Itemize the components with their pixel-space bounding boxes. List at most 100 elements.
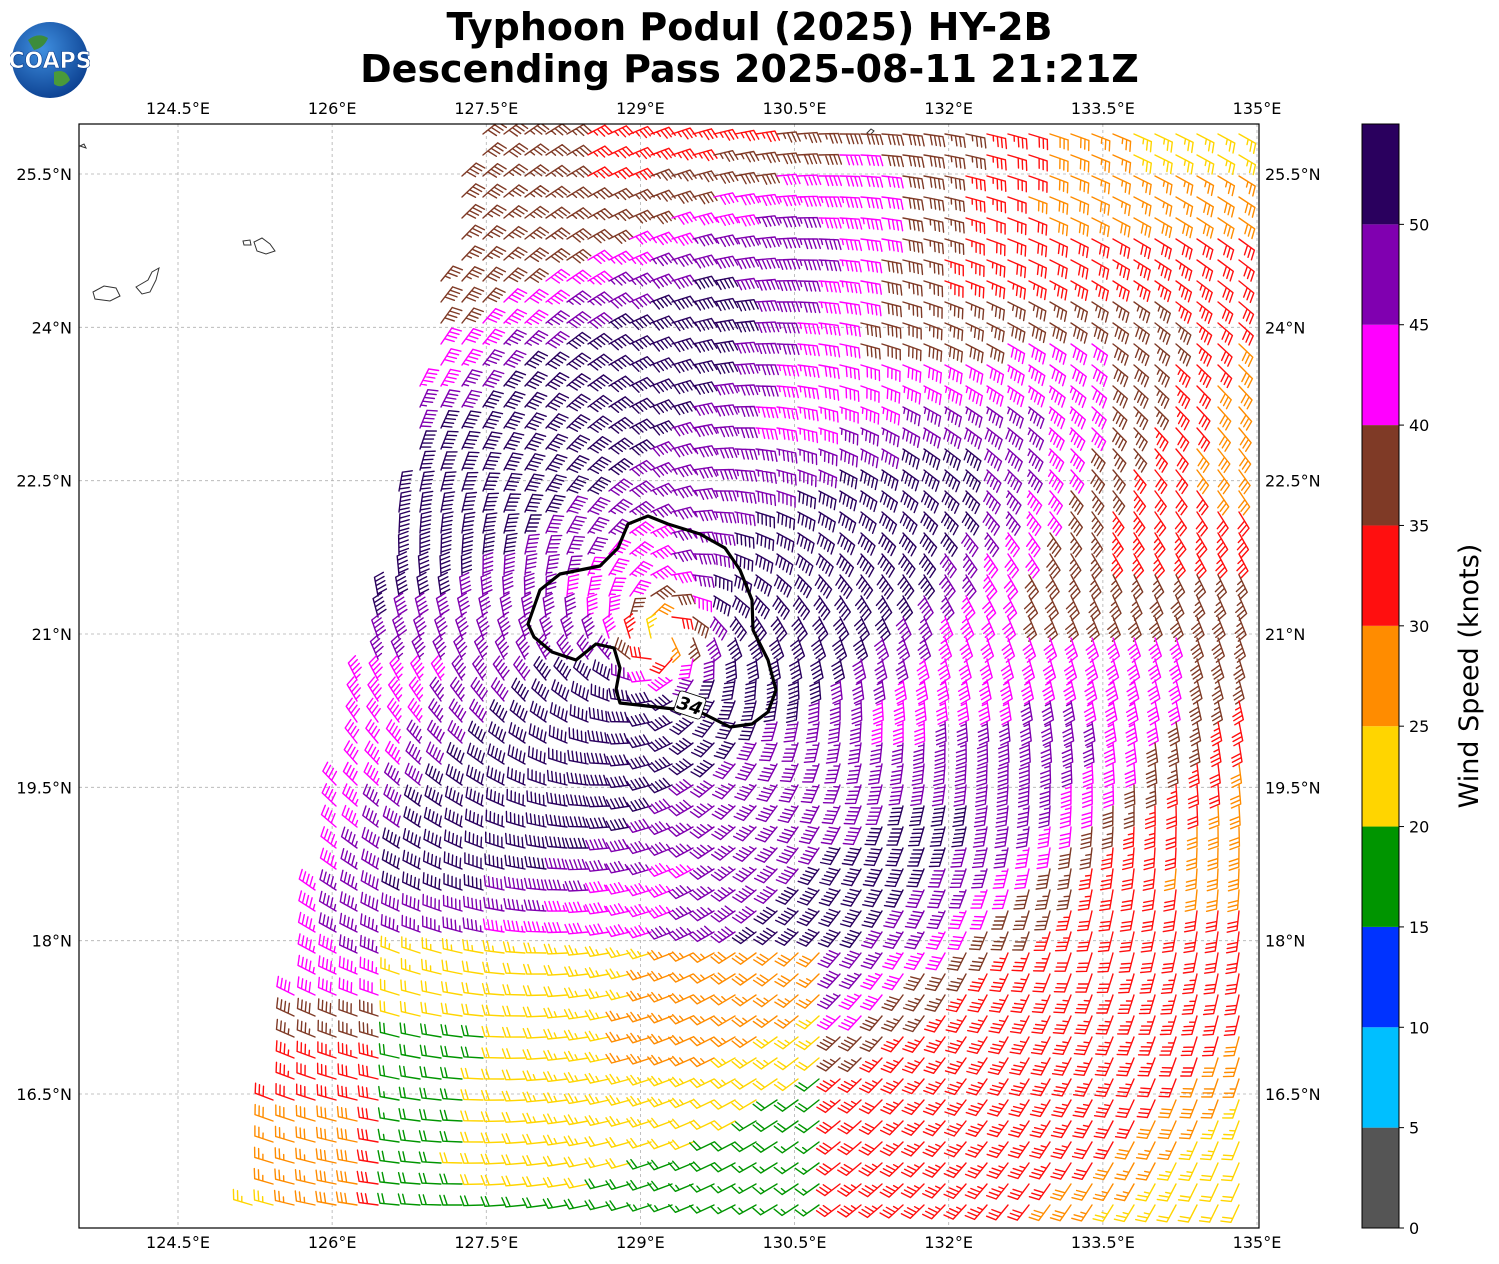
wind-barb xyxy=(874,658,888,684)
wind-barb xyxy=(505,810,526,828)
wind-barb xyxy=(984,427,1003,450)
wind-barb xyxy=(528,723,547,744)
wind-barb xyxy=(566,414,591,432)
wind-barb xyxy=(1158,1099,1177,1119)
wind-barb xyxy=(1111,532,1124,558)
wind-barb xyxy=(893,700,906,725)
wind-barb xyxy=(977,721,990,746)
wind-barb xyxy=(725,658,738,683)
wind-barb xyxy=(1063,679,1077,705)
wind-barb xyxy=(647,1159,673,1171)
wind-barb xyxy=(1179,1099,1198,1119)
wind-barb xyxy=(419,1044,442,1059)
wind-barb xyxy=(1142,868,1156,891)
wind-barb xyxy=(503,225,528,240)
wind-barb xyxy=(567,749,589,765)
wind-barb xyxy=(398,1150,421,1164)
wind-barb xyxy=(990,931,1009,951)
wind-barb xyxy=(566,124,592,137)
wind-barb xyxy=(524,834,547,849)
wind-barb xyxy=(1123,805,1135,829)
wind-barb xyxy=(1229,826,1241,851)
wind-barb xyxy=(1182,973,1198,995)
wind-barb xyxy=(776,469,797,486)
wind-barb xyxy=(727,637,743,663)
wind-barb xyxy=(545,289,571,305)
wind-barb xyxy=(689,865,715,880)
wind-barb xyxy=(797,301,821,314)
wind-barb xyxy=(763,700,778,723)
wind-barb xyxy=(523,920,547,933)
wind-barb xyxy=(587,166,613,179)
wind-barb xyxy=(1028,196,1048,215)
wind-barb xyxy=(296,997,316,1017)
wind-barb xyxy=(503,349,527,368)
wind-barb xyxy=(820,826,841,845)
wind-barb xyxy=(439,1194,463,1206)
wind-barb xyxy=(440,430,459,450)
wind-barb xyxy=(1175,490,1188,516)
wind-barb xyxy=(1008,1078,1030,1097)
wind-barb xyxy=(545,835,568,849)
wind-barb xyxy=(869,742,883,765)
wind-barb xyxy=(958,658,972,684)
wind-barb xyxy=(1188,742,1201,768)
wind-barb xyxy=(994,826,1009,849)
wind-barb xyxy=(1204,931,1219,954)
wind-barb xyxy=(887,805,904,826)
wind-barb xyxy=(979,679,992,705)
wind-barb xyxy=(1153,532,1166,558)
wind-barb xyxy=(626,904,652,918)
wind-barb xyxy=(1238,238,1256,261)
wind-barb xyxy=(923,259,944,276)
wind-barb xyxy=(1028,280,1047,301)
wind-barb xyxy=(951,826,967,848)
colorbar-tick-label: 35 xyxy=(1409,516,1429,535)
wind-barb xyxy=(482,183,507,199)
wind-barb xyxy=(650,336,676,352)
wind-barb xyxy=(608,375,634,393)
wind-barb xyxy=(1112,238,1131,259)
wind-barb xyxy=(606,775,631,789)
wind-barb xyxy=(522,985,547,997)
wind-barb xyxy=(647,1075,673,1087)
wind-barb xyxy=(1031,994,1051,1014)
wind-barb xyxy=(898,553,916,578)
wind-barb xyxy=(1070,238,1089,259)
wind-barb xyxy=(546,769,568,786)
wind-barb xyxy=(797,887,820,906)
wind-barb xyxy=(1162,910,1177,933)
wind-barb xyxy=(524,412,547,431)
wind-barb xyxy=(776,194,801,207)
wind-barb xyxy=(482,266,507,282)
wind-barb xyxy=(606,733,631,745)
wind-barb xyxy=(461,389,483,408)
wind-barb xyxy=(907,826,925,847)
wind-barb xyxy=(605,1031,631,1043)
wind-barb xyxy=(929,826,946,847)
wind-barb xyxy=(755,215,780,228)
wind-barb xyxy=(564,593,577,618)
wind-barb xyxy=(1068,574,1081,600)
wind-barb xyxy=(752,595,770,620)
wind-barb xyxy=(629,167,655,181)
wind-barb xyxy=(815,1204,841,1218)
wind-barb xyxy=(692,553,716,565)
wind-barb xyxy=(1091,217,1110,238)
wind-barb xyxy=(690,780,715,798)
wind-barb xyxy=(961,595,976,621)
wind-barb xyxy=(832,637,848,663)
wind-barb xyxy=(943,1162,967,1179)
wind-barb xyxy=(839,406,859,424)
wind-barb xyxy=(818,238,842,251)
wind-barb xyxy=(669,717,694,736)
wind-barb xyxy=(752,1141,778,1153)
wind-barb xyxy=(904,910,925,929)
wind-barb xyxy=(671,400,697,416)
wind-barb xyxy=(965,301,985,321)
wind-barb xyxy=(1217,322,1234,346)
wind-barb xyxy=(414,592,429,618)
wind-barb xyxy=(969,910,988,930)
wind-barb xyxy=(998,721,1011,746)
wind-barb xyxy=(883,910,904,929)
